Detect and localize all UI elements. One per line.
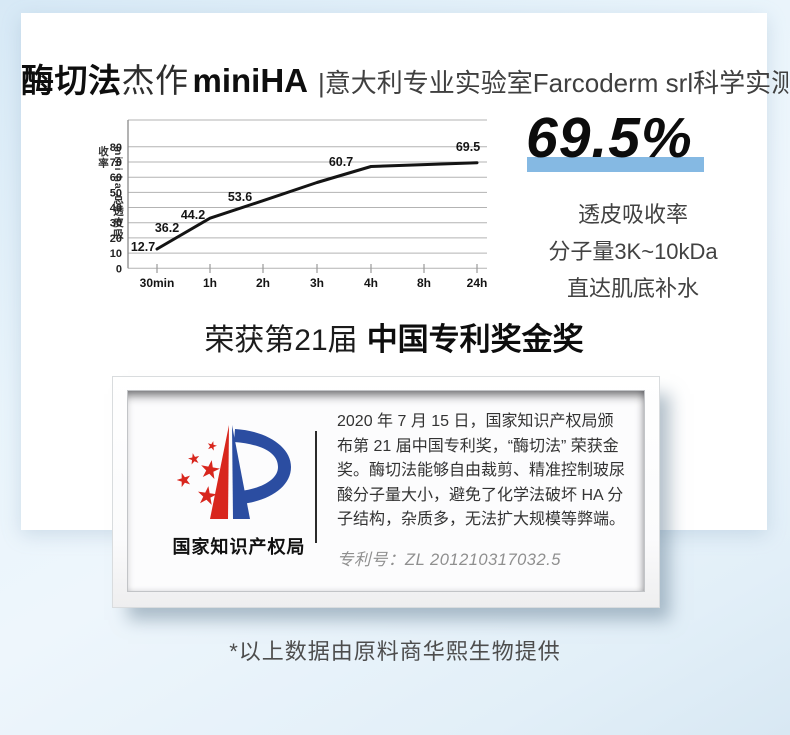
svg-text:70: 70 [110,157,122,169]
award-prefix: 荣获第21届 [204,324,358,357]
svg-text:24h: 24h [467,276,488,290]
absorption-chart-svg: 0 10 20 30 40 50 60 70 80 30min 1h 2h 3h 4h 8h 24h 12.73… [110,119,488,290]
certificate-frame: 国家知识产权局 2020 年 7 月 15 日，国家知识产权局颁布第 21 届中… [112,376,660,608]
content-card: 酶切法杰作 miniHA |意大利专业实验室Farcoderm srl科学实测 mi… [21,13,790,608]
vertical-divider [315,431,317,543]
certificate-text-block: 2020 年 7 月 15 日，国家知识产权局颁布第 21 届中国专利奖，“酶切… [337,410,629,570]
svg-text:40: 40 [110,203,122,215]
title-subtitle: |意大利专业实验室Farcoderm srl科学实测 [318,68,790,98]
svg-text:30min: 30min [140,276,175,290]
svg-text:1h: 1h [203,276,217,290]
stat-value: 69.5% [526,106,693,170]
svg-text:20: 20 [110,233,122,245]
page-title: 酶切法杰作 miniHA |意大利专业实验室Farcoderm srl科学实测 [21,54,790,102]
certificate-body: 2020 年 7 月 15 日，国家知识产权局颁布第 21 届中国专利奖，“酶切… [337,413,626,529]
stat-description-line: 直达肌底补水 [566,276,699,301]
svg-text:60.7: 60.7 [329,155,353,169]
certificate-mat: 国家知识产权局 2020 年 7 月 15 日，国家知识产权局颁布第 21 届中… [127,390,645,592]
title-part-bold: 酶切法 [21,62,122,99]
svg-text:8h: 8h [417,276,431,290]
svg-text:60: 60 [110,172,122,184]
svg-text:36.2: 36.2 [155,221,179,235]
stat-description: 透皮吸收率 分子量3K~10kDa 直达肌底补水 [533,196,733,307]
svg-text:4h: 4h [364,276,378,290]
svg-text:12.7: 12.7 [131,240,155,254]
svg-text:10: 10 [110,248,122,260]
title-part-regular: 杰作 [121,62,189,99]
award-title: 中国专利奖金奖 [366,322,584,357]
svg-text:53.6: 53.6 [228,190,252,204]
svg-text:44.2: 44.2 [181,208,205,222]
cnipa-logo-icon [176,425,291,519]
agency-logo-block: 国家知识产权局 [163,423,315,559]
svg-text:50: 50 [110,187,122,199]
svg-text:3h: 3h [310,276,324,290]
svg-text:2h: 2h [256,276,270,290]
stat-description-line: 分子量3K~10kDa [548,239,718,264]
absorption-chart: mini ha 总透皮吸收率 0 10 20 30 40 50 60 70 80 30min 1h 2… [95,115,495,295]
svg-text:69.5: 69.5 [456,140,480,154]
svg-text:0: 0 [116,263,122,275]
svg-text:80: 80 [110,142,122,154]
award-heading: 荣获第21届 中国专利奖金奖 [21,314,767,359]
agency-name: 国家知识产权局 [172,537,306,557]
stat-description-line: 透皮吸收率 [577,202,688,227]
footnote: *以上数据由原料商华熙生物提供 [229,639,561,664]
stat-highlight-bar [527,157,704,172]
title-part-brand: miniHA [192,62,309,99]
patent-number: 专利号：ZL 201210317032.5 [337,550,561,569]
chart-y-axis-label: mini ha 总透皮吸收率 [97,146,124,240]
svg-text:30: 30 [110,218,122,230]
